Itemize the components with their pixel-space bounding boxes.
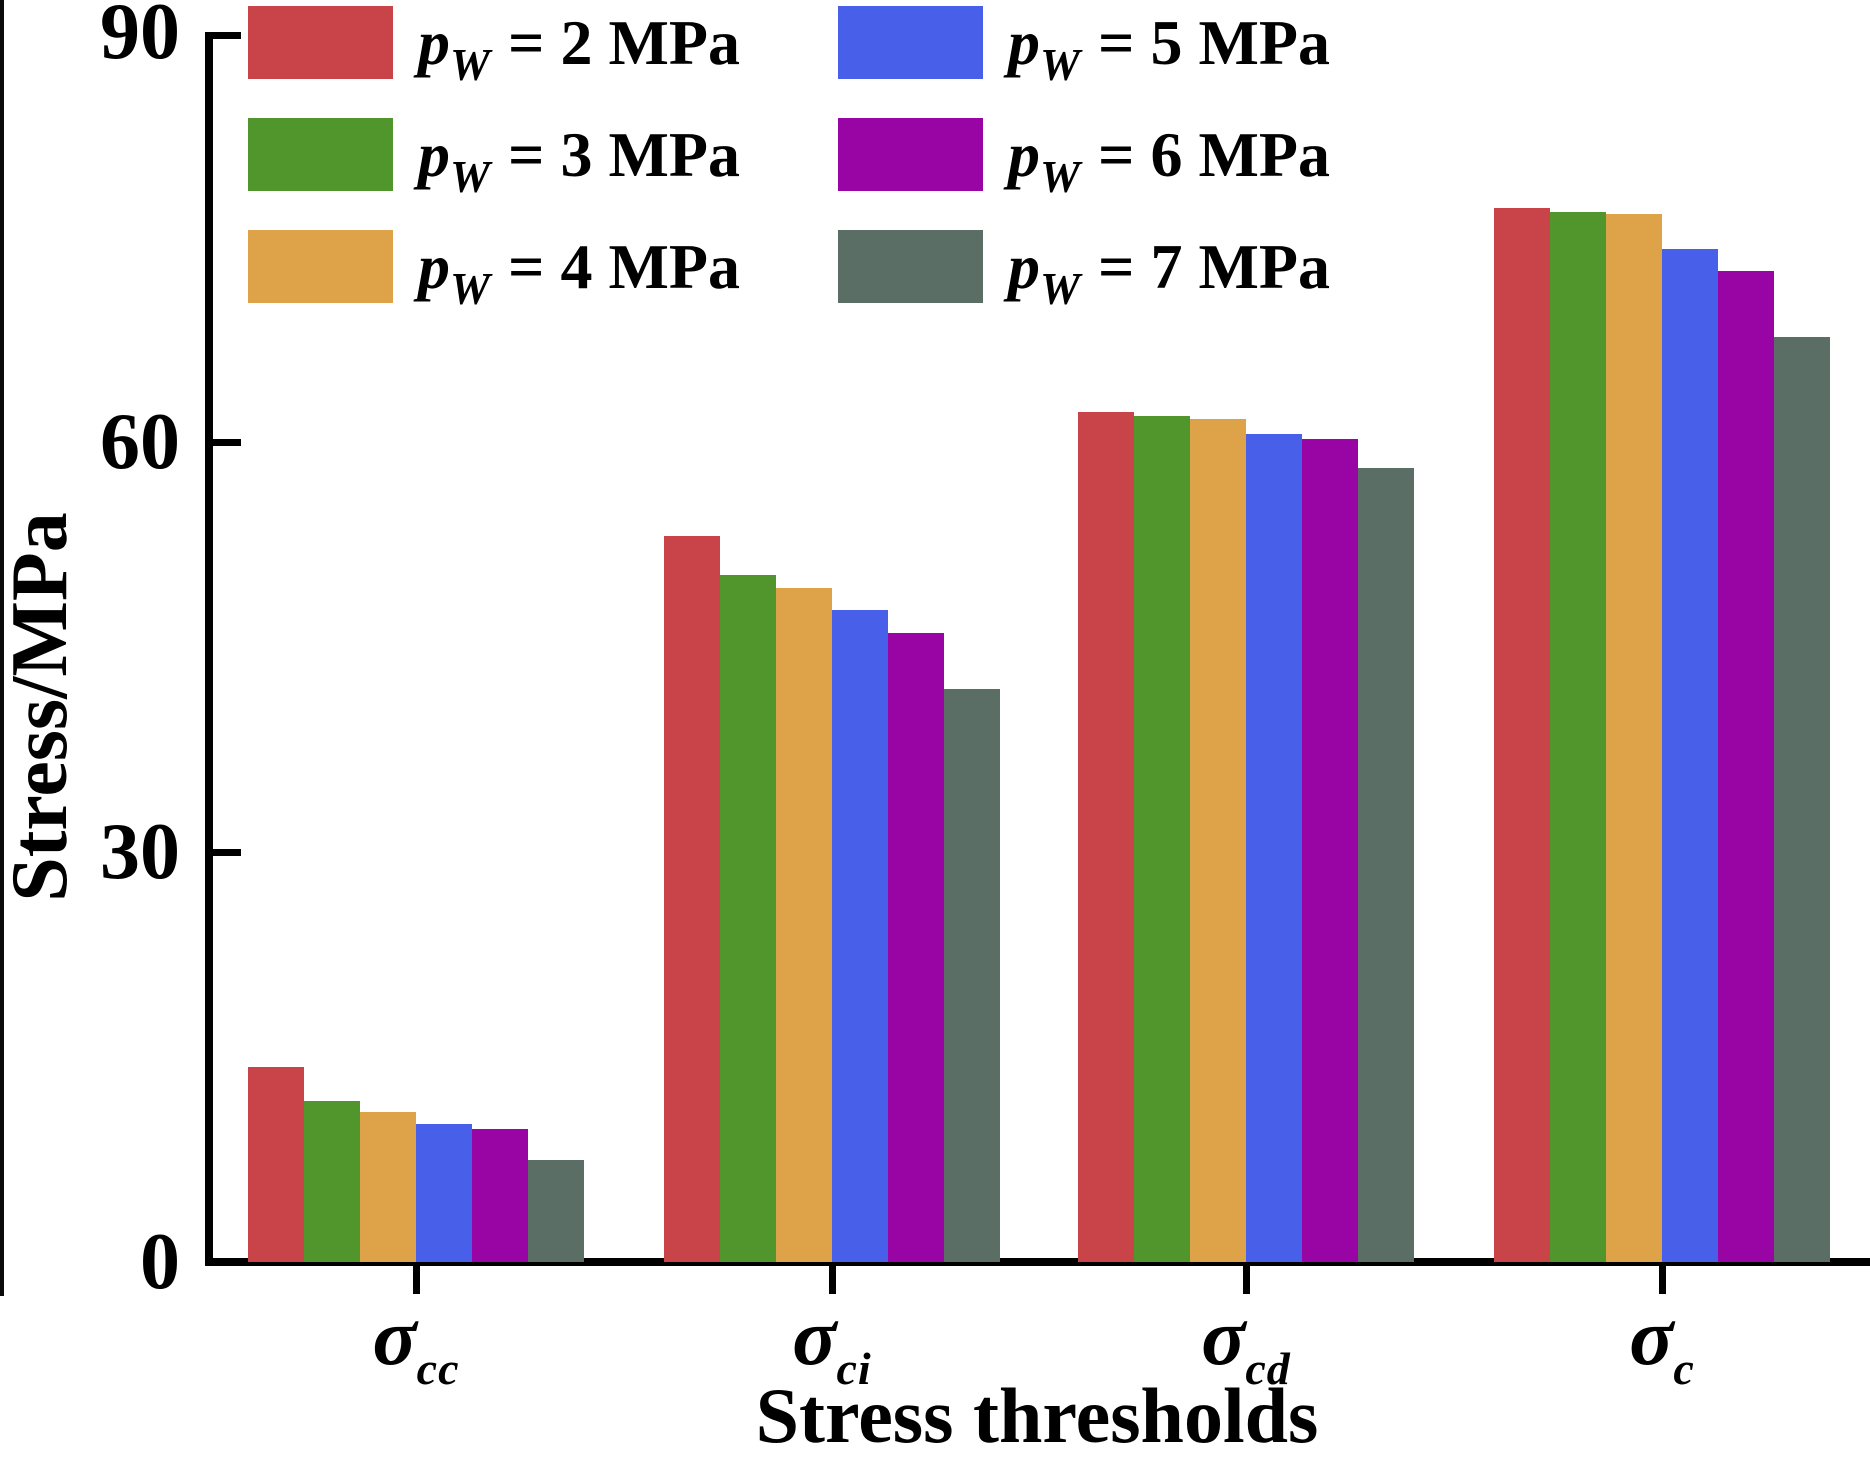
bar — [944, 689, 1000, 1262]
legend-value-text: = 3 MPa — [508, 119, 740, 190]
bar — [832, 610, 888, 1262]
y-tick-mark — [213, 438, 241, 446]
sigma-symbol: σ — [372, 1291, 417, 1382]
y-tick-label: 0 — [140, 1218, 180, 1306]
bar — [720, 574, 776, 1262]
legend-label: pW = 4 MPa — [418, 230, 740, 314]
legend-swatch — [838, 6, 983, 79]
legend-label: pW = 5 MPa — [1008, 6, 1330, 90]
legend-label: pW = 7 MPa — [1008, 230, 1330, 314]
sigma-subscript: cd — [1245, 1343, 1291, 1394]
legend-symbol-p: p — [1008, 231, 1040, 302]
bar — [1358, 467, 1414, 1262]
x-tick-label: σc — [1542, 1290, 1782, 1394]
legend-symbol-subscript: W — [450, 40, 491, 90]
y-axis-line — [205, 32, 213, 1262]
x-tick-mark — [828, 1266, 836, 1294]
x-tick-mark — [1242, 1266, 1250, 1294]
legend-swatch — [838, 230, 983, 303]
legend-symbol-subscript: W — [1040, 40, 1081, 90]
bar — [528, 1159, 584, 1262]
legend-swatch — [838, 118, 983, 191]
bar — [1078, 411, 1134, 1262]
bar — [1190, 418, 1246, 1262]
legend-symbol-p: p — [418, 119, 450, 190]
legend-symbol-subscript: W — [1040, 152, 1081, 202]
bar — [1302, 439, 1358, 1262]
bar — [888, 633, 944, 1262]
sigma-subscript: cc — [416, 1343, 460, 1394]
legend-value-text: = 7 MPa — [1098, 231, 1330, 302]
legend-label: pW = 3 MPa — [418, 118, 740, 202]
y-tick-label: 30 — [100, 808, 180, 896]
x-tick-mark — [1658, 1266, 1666, 1294]
sigma-symbol: σ — [1201, 1291, 1246, 1382]
legend-symbol-subscript: W — [450, 152, 491, 202]
bar — [1718, 271, 1774, 1262]
bar — [416, 1123, 472, 1262]
bar — [360, 1111, 416, 1262]
x-tick-mark — [412, 1266, 420, 1294]
legend-value-text: = 6 MPa — [1098, 119, 1330, 190]
legend-label: pW = 6 MPa — [1008, 118, 1330, 202]
bar — [664, 536, 720, 1262]
sigma-symbol: σ — [1629, 1291, 1674, 1382]
x-tick-label: σci — [712, 1290, 952, 1394]
bar — [1246, 433, 1302, 1262]
y-tick-mark — [213, 32, 241, 39]
sigma-subscript: ci — [836, 1343, 872, 1394]
x-tick-label: σcd — [1126, 1290, 1366, 1394]
bar — [304, 1100, 360, 1262]
bar — [1550, 212, 1606, 1262]
bar — [472, 1129, 528, 1262]
bar — [1494, 208, 1550, 1262]
x-axis-line — [205, 1258, 1870, 1266]
y-tick-label: 60 — [100, 398, 180, 486]
sigma-subscript: c — [1673, 1343, 1695, 1394]
legend-value-text: = 2 MPa — [508, 7, 740, 78]
legend-symbol-p: p — [418, 7, 450, 78]
legend-symbol-subscript: W — [450, 264, 491, 314]
scan-edge-artifact — [0, 0, 4, 1296]
legend-symbol-p: p — [418, 231, 450, 302]
legend-symbol-subscript: W — [1040, 264, 1081, 314]
x-axis-title: Stress thresholds — [755, 1372, 1319, 1459]
bar — [1774, 336, 1830, 1262]
legend-swatch — [248, 6, 393, 79]
legend-swatch — [248, 230, 393, 303]
legend-symbol-p: p — [1008, 7, 1040, 78]
legend-label: pW = 2 MPa — [418, 6, 740, 90]
bar — [248, 1066, 304, 1262]
legend-symbol-p: p — [1008, 119, 1040, 190]
sigma-symbol: σ — [792, 1291, 837, 1382]
bar — [1606, 213, 1662, 1262]
bar — [1662, 249, 1718, 1262]
bar — [776, 588, 832, 1262]
bar — [1134, 416, 1190, 1262]
legend-value-text: = 5 MPa — [1098, 7, 1330, 78]
legend-swatch — [248, 118, 393, 191]
x-tick-label: σcc — [296, 1290, 536, 1394]
y-tick-label: 90 — [100, 0, 180, 76]
y-tick-mark — [213, 848, 241, 856]
legend-value-text: = 4 MPa — [508, 231, 740, 302]
